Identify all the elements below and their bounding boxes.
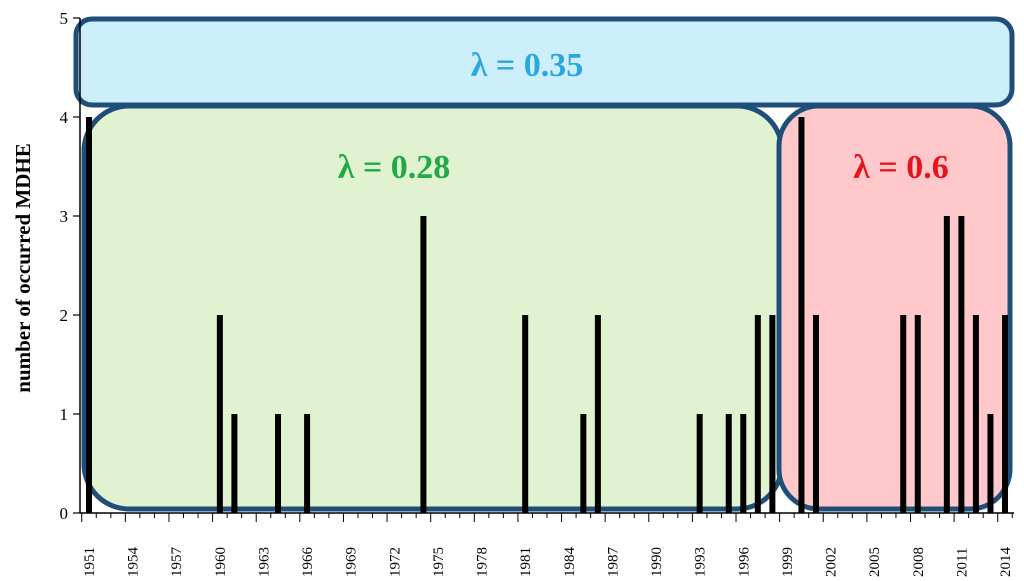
x-tick-label: 1960 xyxy=(213,547,229,577)
x-tick-label: 1987 xyxy=(605,547,621,578)
region-label-late: λ = 0.6 xyxy=(853,149,949,186)
bar-2008 xyxy=(914,315,921,513)
bar-2013 xyxy=(987,414,994,513)
y-tick-label: 4 xyxy=(60,108,69,127)
x-tick-label: 1963 xyxy=(256,547,272,577)
bar-2000 xyxy=(798,117,805,513)
x-tick-label: 1984 xyxy=(562,547,578,578)
bar-1996 xyxy=(740,414,747,513)
x-tick-label: 1996 xyxy=(736,547,752,578)
x-tick-label: 1975 xyxy=(431,547,447,577)
x-tick-label: 1954 xyxy=(126,547,142,578)
y-axis-label: number of occurred MDHE xyxy=(11,143,35,392)
x-tick-label: 1999 xyxy=(780,547,796,577)
x-tick-label: 2005 xyxy=(867,547,883,577)
bar-1966 xyxy=(304,414,311,513)
bar-1997 xyxy=(754,315,761,513)
bar-1960 xyxy=(216,315,223,513)
x-tick-label: 1993 xyxy=(693,547,709,577)
y-tick-label: 1 xyxy=(60,405,69,424)
y-tick-label: 5 xyxy=(60,9,69,28)
y-tick-label: 3 xyxy=(60,207,69,226)
y-tick-label: 0 xyxy=(60,504,69,523)
region-box-late xyxy=(776,103,1013,512)
x-tick-label: 1978 xyxy=(475,547,491,577)
bar-1961 xyxy=(231,414,238,513)
x-tick-label: 1951 xyxy=(82,547,98,577)
y-ticks: 0 1 2 3 4 5 xyxy=(60,9,80,523)
bar-1985 xyxy=(580,414,587,513)
bar-1951 xyxy=(86,117,92,513)
x-tick-label: 1990 xyxy=(649,547,665,577)
x-tick-label: 1957 xyxy=(169,547,185,578)
region-label-all: λ = 0.35 xyxy=(471,47,584,84)
bar-2011 xyxy=(958,216,965,513)
x-tick-label: 2008 xyxy=(911,547,927,577)
x-tick-label: 1969 xyxy=(344,547,360,577)
bar-2010 xyxy=(943,216,950,513)
bar-2012 xyxy=(972,315,979,513)
x-tick-label: 1981 xyxy=(518,547,534,577)
bar-1986 xyxy=(594,315,601,513)
region-layer xyxy=(73,16,1015,512)
bar-2007 xyxy=(900,315,907,513)
x-ticks: 1951 1954 1957 1960 1963 1966 1969 1972 1975 1978… xyxy=(81,513,1014,578)
bar-1964 xyxy=(275,414,282,513)
bar-1981 xyxy=(522,315,529,513)
x-tick-label: 1972 xyxy=(387,547,403,577)
x-tick-label: 2014 xyxy=(998,547,1014,578)
x-tick-label: 2011 xyxy=(954,548,970,577)
bar-1995 xyxy=(725,414,732,513)
region-label-early: λ = 0.28 xyxy=(338,149,451,186)
x-tick-label: 2002 xyxy=(824,547,840,577)
bar-1974 xyxy=(420,216,427,513)
bar-1998 xyxy=(769,315,776,513)
bar-2014 xyxy=(1002,315,1008,513)
bars xyxy=(86,117,1008,513)
x-tick-label: 1966 xyxy=(300,547,316,578)
bar-2001 xyxy=(812,315,819,513)
y-tick-label: 2 xyxy=(60,306,69,325)
bar-1993 xyxy=(696,414,703,513)
